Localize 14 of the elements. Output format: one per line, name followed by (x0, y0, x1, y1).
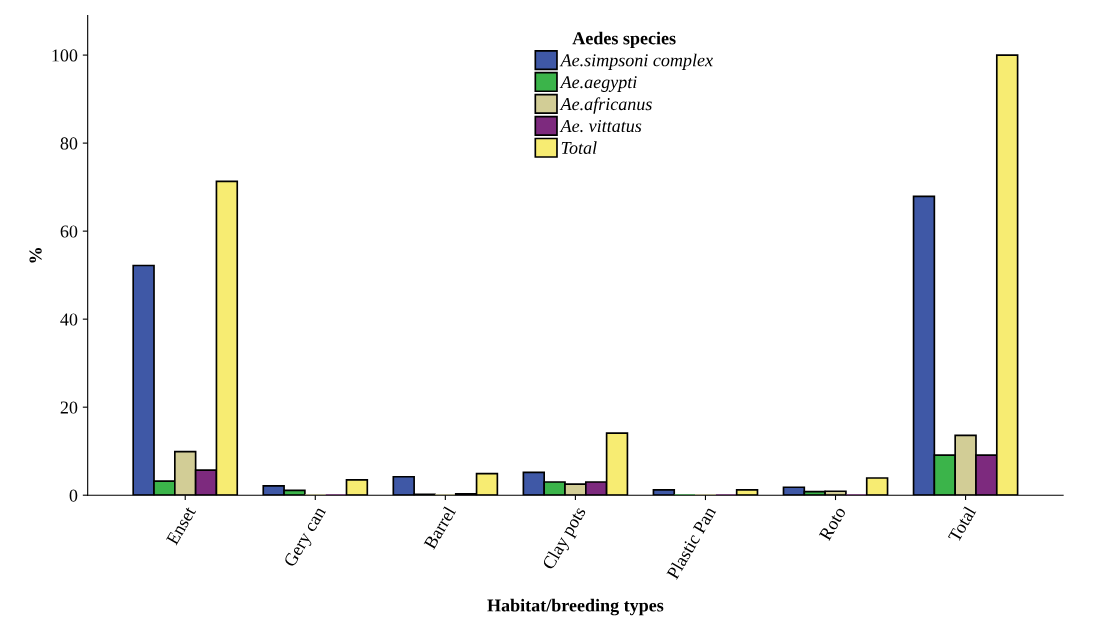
legend-label: Ae. vittatus (559, 119, 642, 133)
y-tick-label: 0 (69, 489, 78, 502)
legend-label: Ae.africanus (559, 97, 652, 114)
y-axis-title: % (29, 248, 42, 263)
legend-label: Ae.simpsoni complex (559, 53, 713, 70)
legend-label: Total (561, 141, 597, 154)
y-tick-label: 60 (60, 225, 78, 238)
y-tick-label: 40 (60, 313, 78, 326)
legend-label: Ae.aegypti (559, 76, 637, 92)
y-tick-label: 100 (52, 49, 78, 62)
y-tick-label: 80 (60, 137, 78, 150)
y-tick-label: 20 (60, 401, 78, 414)
legend-title: Aedes species (572, 31, 676, 49)
x-axis-title: Habitat/breeding types (487, 598, 664, 616)
